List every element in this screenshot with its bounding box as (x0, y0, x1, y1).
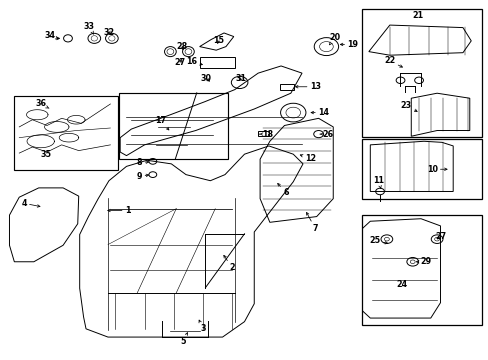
Text: 5: 5 (181, 333, 187, 346)
Text: 26: 26 (319, 130, 333, 139)
Bar (258, 131, 268, 136)
Text: 14: 14 (310, 108, 328, 117)
Text: 2: 2 (224, 255, 235, 273)
Text: 3: 3 (199, 320, 205, 333)
Bar (279, 84, 294, 90)
Bar (361, 215, 482, 325)
Text: 16: 16 (186, 57, 202, 66)
Text: 9: 9 (137, 172, 148, 181)
Text: 25: 25 (369, 236, 387, 245)
Text: 7: 7 (306, 212, 317, 233)
Text: 27: 27 (174, 58, 185, 67)
Text: 6: 6 (277, 184, 288, 197)
Text: 1: 1 (107, 206, 130, 215)
Text: 18: 18 (259, 130, 273, 139)
Text: 36: 36 (35, 99, 49, 108)
Text: 21: 21 (411, 11, 422, 20)
Text: 15: 15 (213, 36, 224, 45)
Text: 31: 31 (235, 75, 245, 84)
Text: 22: 22 (384, 57, 402, 67)
Text: 11: 11 (372, 176, 383, 188)
Text: 20: 20 (328, 33, 340, 45)
Text: 10: 10 (426, 165, 446, 174)
Text: 32: 32 (103, 28, 114, 37)
Text: 13: 13 (295, 82, 320, 91)
Text: 34: 34 (45, 31, 59, 40)
Bar (119, 93, 228, 159)
Text: 33: 33 (84, 22, 95, 34)
Text: 30: 30 (201, 75, 211, 84)
Bar (361, 9, 482, 137)
Bar (199, 57, 234, 68)
Text: 23: 23 (400, 101, 416, 112)
Text: 24: 24 (395, 280, 406, 289)
Text: 19: 19 (340, 40, 358, 49)
Text: 8: 8 (137, 158, 148, 167)
Bar (361, 139, 482, 199)
Bar (14, 96, 118, 170)
Text: 17: 17 (155, 116, 168, 130)
Text: 4: 4 (21, 199, 40, 208)
Text: 12: 12 (300, 154, 315, 163)
Text: 35: 35 (40, 150, 51, 159)
Text: 27: 27 (434, 232, 445, 241)
Text: 28: 28 (176, 42, 187, 51)
Text: 29: 29 (416, 257, 430, 266)
